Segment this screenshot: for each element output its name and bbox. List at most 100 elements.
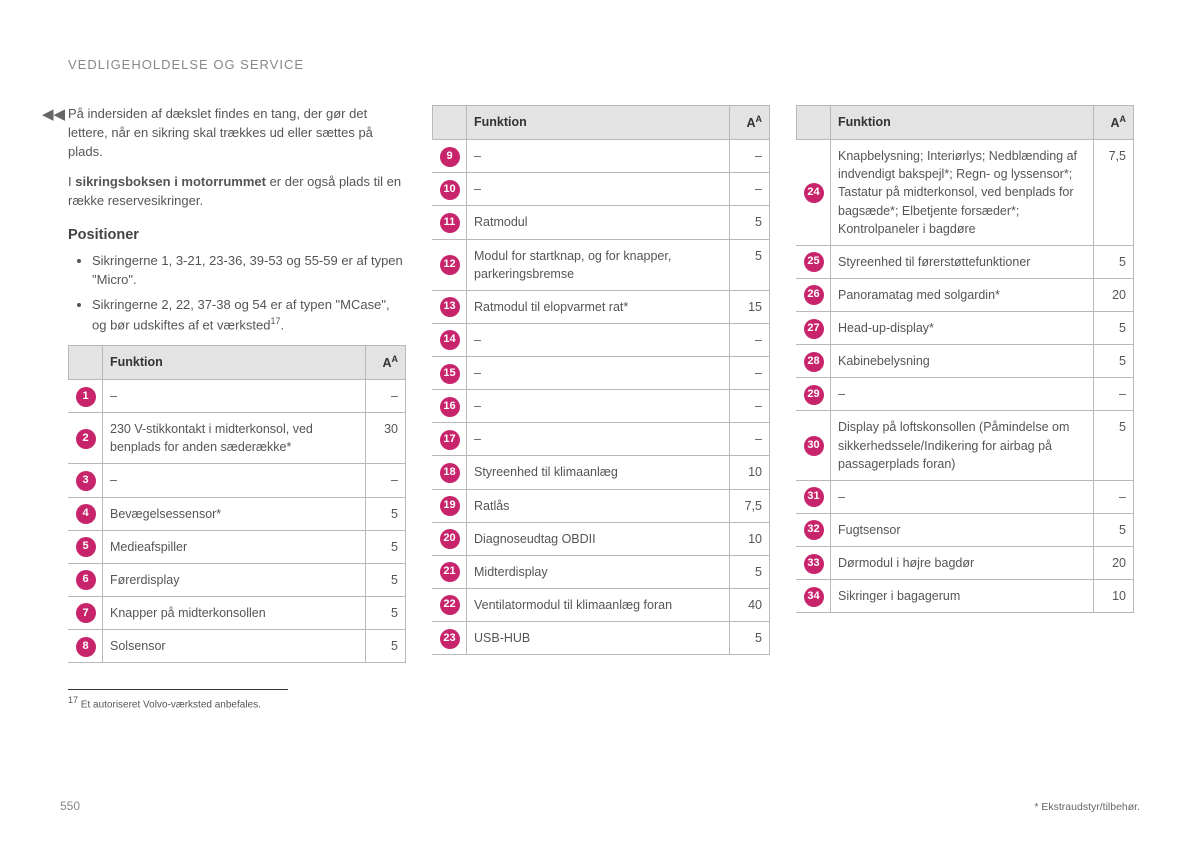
fuse-number-cell: 20 — [433, 522, 467, 555]
fuse-amp: 20 — [1094, 278, 1134, 311]
fuse-badge: 19 — [440, 496, 460, 516]
footnote-text: Et autoriseret Volvo-værksted anbefales. — [78, 700, 261, 711]
table-row: 18Styreenhed til klimaanlæg10 — [433, 456, 770, 489]
fuse-amp: – — [730, 323, 770, 356]
fuse-amp: 15 — [730, 290, 770, 323]
bullet-2-post: . — [280, 317, 284, 332]
fuse-function: Ratmodul — [467, 206, 730, 239]
accessory-note: * Ekstraudstyr/tilbehør. — [1034, 800, 1140, 815]
fuse-amp: 5 — [366, 563, 406, 596]
fuse-function: Display på loftskonsollen (Påmindelse om… — [831, 411, 1094, 480]
fuse-function: – — [467, 390, 730, 423]
fuse-badge: 15 — [440, 364, 460, 384]
table-row: 23 USB-HUB5 — [433, 622, 770, 655]
fuse-number-cell: 34 — [797, 580, 831, 613]
fuse-badge: 5 — [76, 537, 96, 557]
fuse-amp: 5 — [366, 596, 406, 629]
column-2: Funktion AA 9––10––11Ratmodul512Modul fo… — [432, 105, 770, 713]
fuse-amp: 40 — [730, 588, 770, 621]
table-row: 5Medieafspiller5 — [69, 530, 406, 563]
table-header-amp: AA — [366, 345, 406, 379]
fuse-amp: – — [730, 140, 770, 173]
fuse-badge: 18 — [440, 463, 460, 483]
fuse-badge: 2 — [76, 429, 96, 449]
table-row: 20Diagnoseudtag OBDII10 — [433, 522, 770, 555]
fuse-function: – — [467, 357, 730, 390]
fuse-badge: 32 — [804, 520, 824, 540]
fuse-amp: 5 — [1094, 345, 1134, 378]
fuse-amp: – — [730, 390, 770, 423]
fuse-badge: 16 — [440, 397, 460, 417]
fuse-function: – — [831, 480, 1094, 513]
table-header-blank — [69, 345, 103, 379]
fuse-number-cell: 22 — [433, 588, 467, 621]
fuse-badge: 11 — [440, 213, 460, 233]
fuse-function: Solsensor — [103, 630, 366, 663]
fuse-function: Fugtsensor — [831, 513, 1094, 546]
fuse-number-cell: 9 — [433, 140, 467, 173]
table-row: 19Ratlås7,5 — [433, 489, 770, 522]
fuse-amp: – — [730, 423, 770, 456]
fuse-badge: 23 — [440, 629, 460, 649]
fuse-badge: 27 — [804, 319, 824, 339]
fuse-function: 230 V-stikkontakt i midterkonsol, ved be… — [103, 413, 366, 464]
fuse-table-3: Funktion AA 24Knapbelysning; Interiørlys… — [796, 105, 1134, 613]
fuse-amp: 5 — [730, 555, 770, 588]
fuse-badge: 17 — [440, 430, 460, 450]
fuse-function: Bevægelsessensor* — [103, 497, 366, 530]
table-row: 14–– — [433, 323, 770, 356]
fuse-badge: 21 — [440, 562, 460, 582]
fuse-badge: 10 — [440, 180, 460, 200]
table-header-amp: AA — [1094, 105, 1134, 139]
fuse-number-cell: 10 — [433, 173, 467, 206]
fuse-function: – — [467, 173, 730, 206]
footnote-rule — [68, 689, 288, 690]
fuse-function: Midterdisplay — [467, 555, 730, 588]
fuse-number-cell: 27 — [797, 312, 831, 345]
fuse-badge: 14 — [440, 330, 460, 350]
fuse-number-cell: 23 — [433, 622, 467, 655]
fuse-number-cell: 11 — [433, 206, 467, 239]
fuse-function: – — [467, 140, 730, 173]
fuse-function: Knapper på midterkonsollen — [103, 596, 366, 629]
table-row: 11Ratmodul5 — [433, 206, 770, 239]
positions-heading: Positioner — [68, 225, 406, 246]
fuse-badge: 13 — [440, 297, 460, 317]
table-row: 25Styreenhed til førerstøttefunktioner5 — [797, 245, 1134, 278]
fuse-number-cell: 17 — [433, 423, 467, 456]
fuse-number-cell: 32 — [797, 513, 831, 546]
fuse-function: Head-up-display* — [831, 312, 1094, 345]
fuse-badge: 1 — [76, 387, 96, 407]
fuse-amp: 5 — [730, 622, 770, 655]
table-row: 10–– — [433, 173, 770, 206]
fuse-amp: 5 — [730, 239, 770, 290]
fuse-number-cell: 33 — [797, 547, 831, 580]
fuse-function: Kabinebelysning — [831, 345, 1094, 378]
fuse-function: Dørmodul i højre bagdør — [831, 547, 1094, 580]
fuse-number-cell: 16 — [433, 390, 467, 423]
fuse-number-cell: 24 — [797, 140, 831, 246]
fuse-amp: – — [1094, 378, 1134, 411]
fuse-badge: 34 — [804, 587, 824, 607]
bullet-2: Sikringerne 2, 22, 37-38 og 54 er af typ… — [92, 296, 406, 335]
table-row: 32Fugtsensor5 — [797, 513, 1134, 546]
table-row: 21 Midterdisplay5 — [433, 555, 770, 588]
table-row: 3–– — [69, 464, 406, 497]
fuse-function: Styreenhed til førerstøttefunktioner — [831, 245, 1094, 278]
table-header-function: Funktion — [831, 105, 1094, 139]
fuse-number-cell: 7 — [69, 596, 103, 629]
fuse-table-2: Funktion AA 9––10––11Ratmodul512Modul fo… — [432, 105, 770, 655]
fuse-number-cell: 14 — [433, 323, 467, 356]
fuse-function: USB-HUB — [467, 622, 730, 655]
fuse-amp: 20 — [1094, 547, 1134, 580]
fuse-amp: – — [366, 380, 406, 413]
fuse-function: Knapbelysning; Interiørlys; Nedblænding … — [831, 140, 1094, 246]
column-3: Funktion AA 24Knapbelysning; Interiørlys… — [796, 105, 1134, 713]
table-row: 27Head-up-display*5 — [797, 312, 1134, 345]
table-row: 9–– — [433, 140, 770, 173]
table-header-blank — [797, 105, 831, 139]
fuse-amp: 7,5 — [1094, 140, 1134, 246]
fuse-badge: 4 — [76, 504, 96, 524]
fuse-badge: 28 — [804, 352, 824, 372]
intro-paragraph-1: På indersiden af dækslet findes en tang,… — [68, 105, 406, 162]
